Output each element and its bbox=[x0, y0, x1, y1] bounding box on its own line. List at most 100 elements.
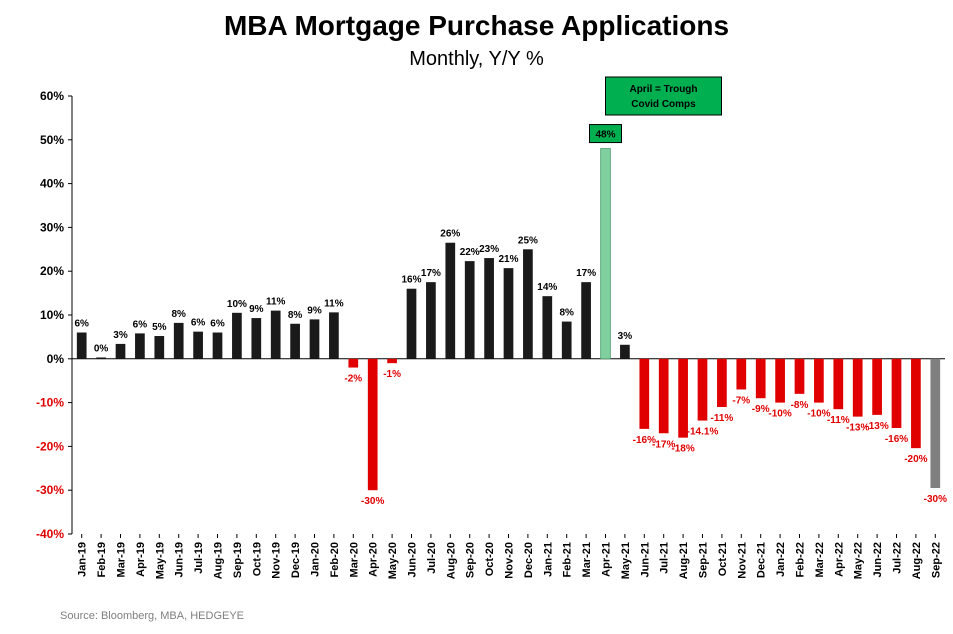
bar bbox=[814, 358, 824, 403]
bar bbox=[173, 322, 184, 359]
bar bbox=[426, 282, 436, 359]
bar bbox=[387, 358, 397, 364]
data-label: -20% bbox=[904, 454, 927, 465]
data-label: 23% bbox=[479, 244, 499, 255]
x-tick-label: Feb-20 bbox=[329, 542, 341, 577]
bar bbox=[464, 261, 475, 359]
bar bbox=[658, 358, 669, 434]
annotation-text: April = Trough bbox=[629, 84, 697, 95]
bar bbox=[639, 358, 650, 429]
data-label: 6% bbox=[74, 319, 89, 330]
bar bbox=[523, 249, 533, 359]
x-tick-label: Aug-20 bbox=[445, 542, 457, 579]
data-label: 25% bbox=[518, 235, 538, 246]
data-label: -18% bbox=[671, 444, 694, 455]
x-tick-label: Jan-22 bbox=[775, 542, 787, 577]
data-label: -16% bbox=[633, 435, 656, 446]
x-tick-label: Jul-21 bbox=[659, 542, 671, 574]
bar bbox=[445, 242, 456, 359]
data-label: 8% bbox=[171, 309, 186, 320]
bar bbox=[852, 358, 863, 417]
y-tick-label: 50% bbox=[40, 133, 64, 147]
x-tick-label: Apr-22 bbox=[833, 542, 845, 577]
y-tick-label: -10% bbox=[36, 396, 64, 410]
x-tick-label: Oct-19 bbox=[251, 542, 263, 576]
annotation-text: Covid Comps bbox=[631, 99, 696, 110]
bar bbox=[76, 332, 87, 359]
x-tick-label: Mar-22 bbox=[814, 542, 826, 577]
data-label: -14.1% bbox=[687, 427, 719, 438]
x-tick-label: Apr-20 bbox=[368, 542, 380, 577]
bar bbox=[678, 358, 688, 438]
x-tick-label: May-22 bbox=[853, 542, 865, 579]
data-label: -2% bbox=[344, 374, 362, 385]
x-tick-label: Aug-19 bbox=[213, 542, 225, 579]
data-label: 16% bbox=[401, 275, 421, 286]
data-label: 11% bbox=[266, 297, 286, 308]
bar bbox=[154, 336, 165, 359]
annotation-box: April = Trough Covid Comps bbox=[605, 76, 722, 116]
bar bbox=[600, 148, 611, 360]
bar bbox=[367, 358, 378, 491]
y-axis: 60% 50% 40% 30% 20% 10% 0% -10% -20% -30% -40% bbox=[36, 89, 945, 541]
y-tick-label: -40% bbox=[36, 527, 64, 541]
highlight-label-box bbox=[589, 124, 622, 144]
bar bbox=[193, 331, 203, 359]
data-label: -30% bbox=[924, 494, 947, 505]
bar bbox=[620, 344, 630, 359]
y-tick-label: -20% bbox=[36, 439, 64, 453]
data-label: 6% bbox=[210, 319, 225, 330]
bar bbox=[329, 312, 339, 359]
bar bbox=[135, 333, 145, 359]
bar bbox=[542, 296, 553, 359]
bar bbox=[561, 321, 572, 359]
x-tick-label: Sep-19 bbox=[232, 542, 244, 578]
x-tick-label: Jul-20 bbox=[426, 542, 438, 574]
data-label: 3% bbox=[113, 330, 128, 341]
data-label: -8% bbox=[791, 400, 809, 411]
x-tick-label: Jun-19 bbox=[174, 542, 186, 577]
data-label: -10% bbox=[807, 409, 830, 420]
bar bbox=[911, 358, 921, 449]
data-label: -7% bbox=[732, 395, 750, 406]
data-label: 0% bbox=[94, 343, 109, 354]
chart-subtitle: Monthly, Y/Y % bbox=[409, 48, 544, 70]
x-tick-label: Mar-21 bbox=[581, 542, 593, 577]
x-tick-label: May-20 bbox=[387, 542, 399, 579]
x-axis: Jan-19 Feb-19 Mar-19 Apr-19 May-19 Jun-19 Jul-… bbox=[77, 534, 942, 579]
data-labels: 6%0%3%6% 5%8%6% 6%10% 9%11%8% 9%11%-2%-30%-1… bbox=[74, 124, 947, 507]
bars bbox=[76, 148, 941, 491]
bar bbox=[348, 358, 359, 368]
data-label: 17% bbox=[421, 268, 441, 279]
x-tick-label: May-19 bbox=[154, 542, 166, 579]
bar bbox=[251, 318, 262, 359]
x-tick-label: Nov-21 bbox=[736, 542, 748, 579]
data-label: 5% bbox=[152, 322, 167, 333]
bar bbox=[833, 358, 844, 410]
x-tick-label: Apr-19 bbox=[135, 542, 147, 577]
data-label: -1% bbox=[383, 369, 401, 380]
bar bbox=[755, 358, 766, 399]
chart-title: MBA Mortgage Purchase Applications bbox=[223, 10, 730, 41]
x-tick-label: Jul-19 bbox=[193, 542, 205, 574]
data-label: -13% bbox=[865, 421, 888, 432]
data-label: 9% bbox=[249, 304, 264, 315]
x-tick-label: Nov-19 bbox=[271, 542, 283, 579]
x-tick-label: Jan-19 bbox=[77, 542, 89, 577]
x-tick-label: Oct-21 bbox=[717, 542, 729, 576]
y-tick-label: 20% bbox=[40, 264, 64, 278]
data-label: 8% bbox=[288, 310, 303, 321]
bar bbox=[717, 358, 727, 407]
x-tick-label: Sep-20 bbox=[465, 542, 477, 578]
data-label: -11% bbox=[711, 413, 734, 424]
data-label: 8% bbox=[559, 308, 574, 319]
data-label: 48% bbox=[595, 130, 615, 141]
x-tick-label: Jan-21 bbox=[542, 542, 554, 577]
y-tick-label: 30% bbox=[40, 220, 64, 234]
y-tick-label: -30% bbox=[36, 483, 64, 497]
x-tick-label: Dec-19 bbox=[290, 542, 302, 578]
y-tick-label: 60% bbox=[40, 89, 64, 103]
bar bbox=[775, 358, 785, 403]
data-label: -17% bbox=[652, 439, 675, 450]
x-tick-label: Feb-22 bbox=[795, 542, 807, 577]
